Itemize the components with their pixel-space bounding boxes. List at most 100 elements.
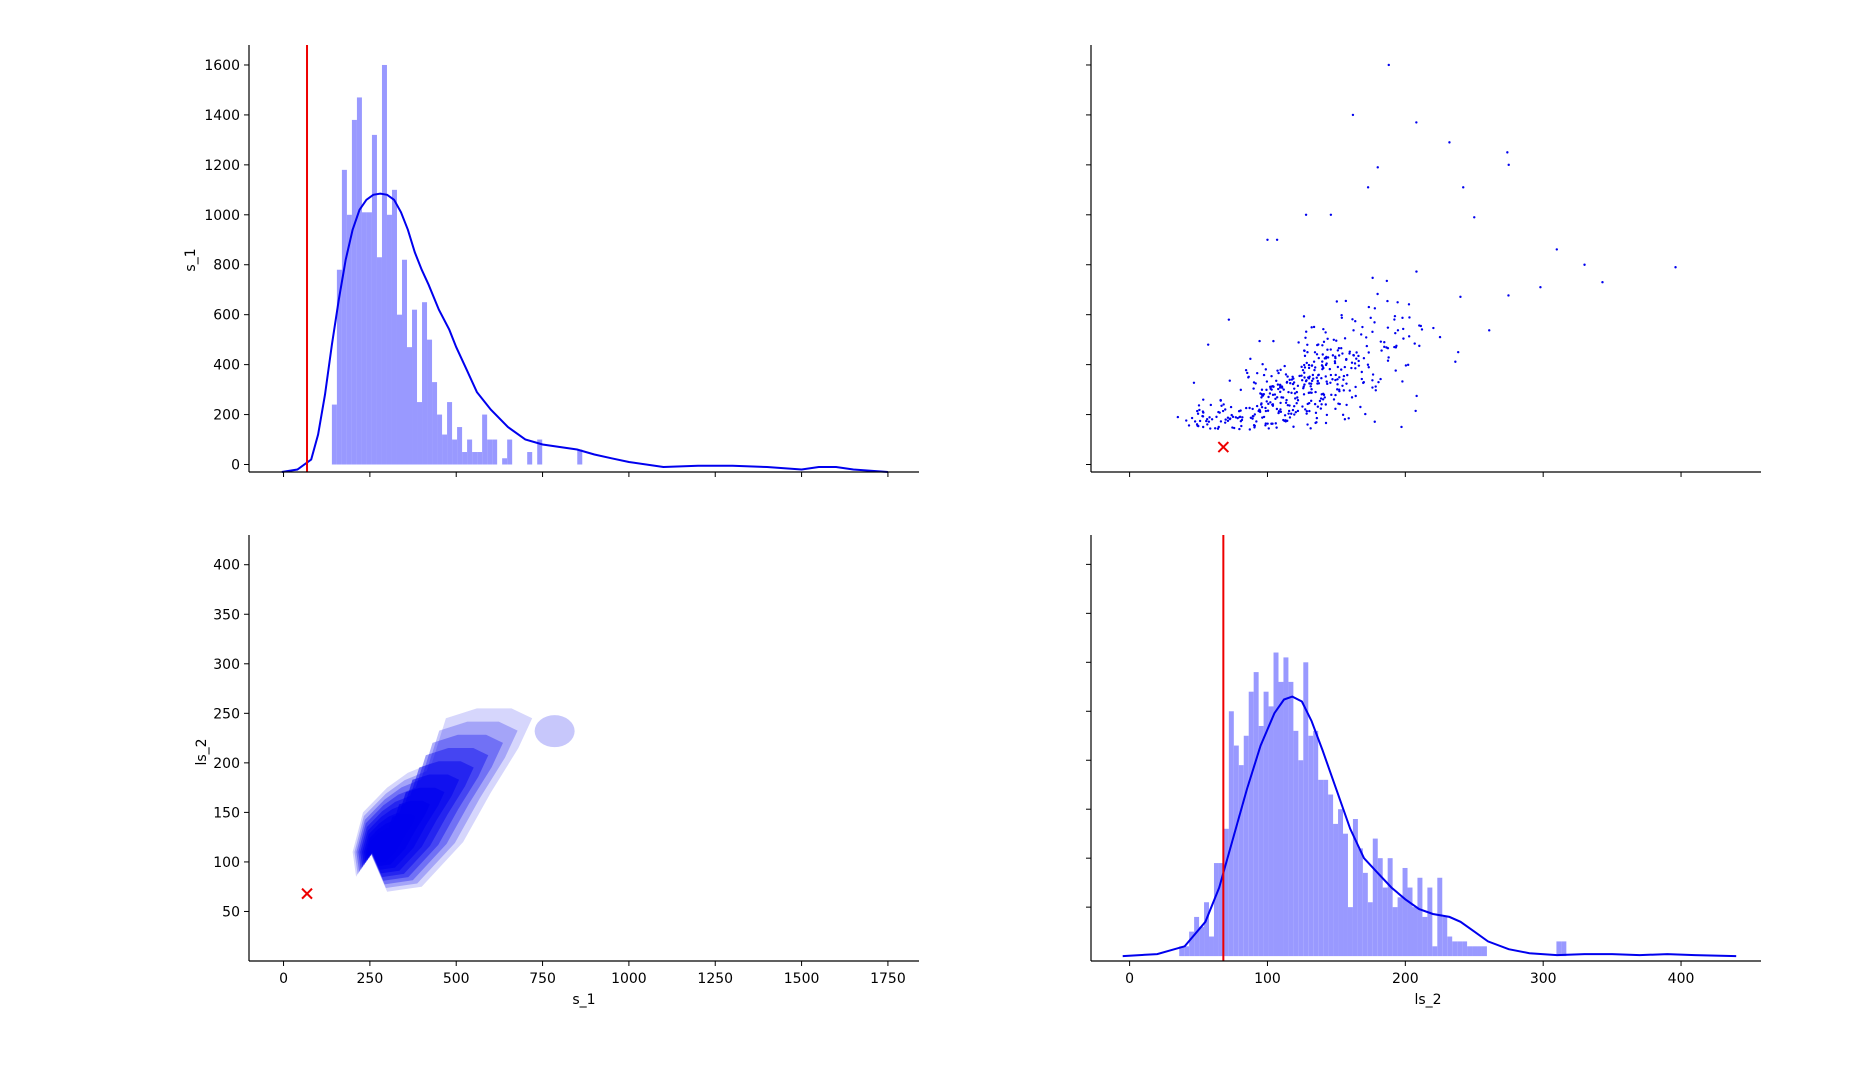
- scatter-point: [1312, 360, 1316, 363]
- scatter-point: [1357, 354, 1360, 358]
- scatter-point: [1279, 384, 1282, 387]
- scatter-point: [1319, 397, 1323, 400]
- scatter-point: [1320, 393, 1323, 396]
- scatter-point: [1340, 316, 1344, 319]
- scatter-point: [1506, 151, 1509, 154]
- scatter-point: [1329, 213, 1333, 217]
- scatter-point: [1315, 416, 1319, 420]
- scatter-point: [1279, 368, 1282, 372]
- scatter-point: [1415, 121, 1418, 124]
- scatter-point: [1296, 384, 1300, 388]
- scatter-point: [1190, 416, 1194, 420]
- scatter-point: [1201, 425, 1205, 429]
- s1-ylabel: s_1: [183, 248, 199, 271]
- histogram-bar: [1238, 765, 1244, 957]
- scatter-point: [1197, 404, 1201, 407]
- histogram-bar: [1377, 858, 1383, 957]
- scatter-point: [1255, 371, 1259, 375]
- scatter-point: [1271, 422, 1274, 425]
- scatter-point: [1313, 402, 1317, 406]
- scatter-point: [1343, 365, 1347, 369]
- scatter-point: [1341, 384, 1344, 387]
- scatter-point: [1275, 426, 1278, 429]
- scatter-point: [1260, 405, 1264, 409]
- scatter-point: [1196, 409, 1199, 413]
- scatter-point: [1284, 373, 1288, 376]
- scatter-point: [1293, 387, 1296, 390]
- histogram-bar: [1328, 794, 1334, 957]
- scatter-point: [1296, 399, 1300, 402]
- histogram-bar: [427, 339, 433, 465]
- histogram-bar: [1462, 941, 1468, 957]
- scatter-point: [1303, 383, 1306, 386]
- scatter-point: [1274, 397, 1277, 401]
- scatter-point: [1288, 416, 1292, 419]
- scatter-point: [1345, 403, 1348, 407]
- ls2-xlabel: ls_2: [1414, 992, 1441, 1008]
- scatter-point: [1277, 411, 1280, 415]
- scatter-point: [1324, 357, 1328, 360]
- scatter-point: [1355, 351, 1358, 354]
- scatter-point: [1239, 420, 1243, 423]
- histogram-bar: [1457, 941, 1463, 957]
- scatter-point: [1210, 418, 1214, 421]
- scatter-point: [1261, 394, 1265, 397]
- histogram-bar: [487, 439, 493, 465]
- scatter-point: [1324, 375, 1327, 378]
- scatter-point: [1265, 380, 1269, 383]
- scatter-point: [1364, 412, 1367, 416]
- scatter-point: [1265, 400, 1268, 403]
- scatter-point: [1228, 417, 1232, 420]
- histogram-bar: [1223, 828, 1229, 957]
- scatter-point: [1360, 377, 1364, 381]
- scatter-point: [1241, 416, 1244, 419]
- scatter-point: [1310, 379, 1314, 383]
- histogram-bar: [437, 414, 443, 465]
- y-tick-label: 800: [213, 258, 240, 274]
- scatter-point: [1275, 238, 1279, 241]
- histogram-bar: [1372, 838, 1378, 957]
- histogram-bar: [386, 214, 392, 465]
- scatter-point: [1303, 376, 1306, 379]
- scatter-point: [1247, 375, 1250, 378]
- scatter-point: [1401, 380, 1404, 383]
- scatter-point: [1317, 373, 1320, 377]
- scatter-point: [1351, 113, 1355, 117]
- scatter-point: [1240, 424, 1243, 428]
- scatter-point: [1318, 399, 1322, 403]
- histogram-bar: [1357, 848, 1363, 957]
- scatter-point: [1360, 333, 1363, 336]
- scatter-point: [1367, 351, 1370, 354]
- scatter-point: [1314, 366, 1317, 369]
- histogram-bar: [1323, 779, 1329, 957]
- scatter-point: [1387, 63, 1390, 67]
- scatter-point: [1304, 213, 1308, 217]
- scatter-point: [1325, 362, 1328, 365]
- scatter-point: [1219, 420, 1223, 423]
- histogram-bar: [351, 119, 357, 465]
- reference-marker-x: [301, 887, 313, 900]
- ls2-ylabel: ls_2: [194, 738, 210, 765]
- histogram-bar: [507, 439, 513, 465]
- scatter-point: [1198, 419, 1202, 423]
- histogram-bar: [356, 97, 362, 465]
- scatter-point: [1280, 385, 1284, 388]
- scatter-point: [1264, 422, 1267, 425]
- histogram-bar: [457, 427, 463, 465]
- x-tick-label: 0: [279, 971, 288, 987]
- scatter-point: [1326, 337, 1329, 340]
- scatter-point: [1385, 279, 1389, 283]
- scatter-point: [1321, 344, 1324, 347]
- histogram-bar: [396, 314, 402, 465]
- x-tick-label: 1750: [870, 971, 906, 987]
- scatter-point: [1287, 409, 1291, 413]
- scatter-point: [1352, 353, 1355, 357]
- scatter-point: [1279, 410, 1283, 414]
- scatter-point: [1321, 360, 1324, 363]
- scatter-point: [1369, 316, 1372, 320]
- histogram-bar: [1189, 931, 1195, 957]
- histogram-bar: [472, 452, 478, 465]
- scatter-point: [1221, 409, 1225, 413]
- histogram-bar: [442, 434, 448, 465]
- scatter-point: [1226, 416, 1230, 419]
